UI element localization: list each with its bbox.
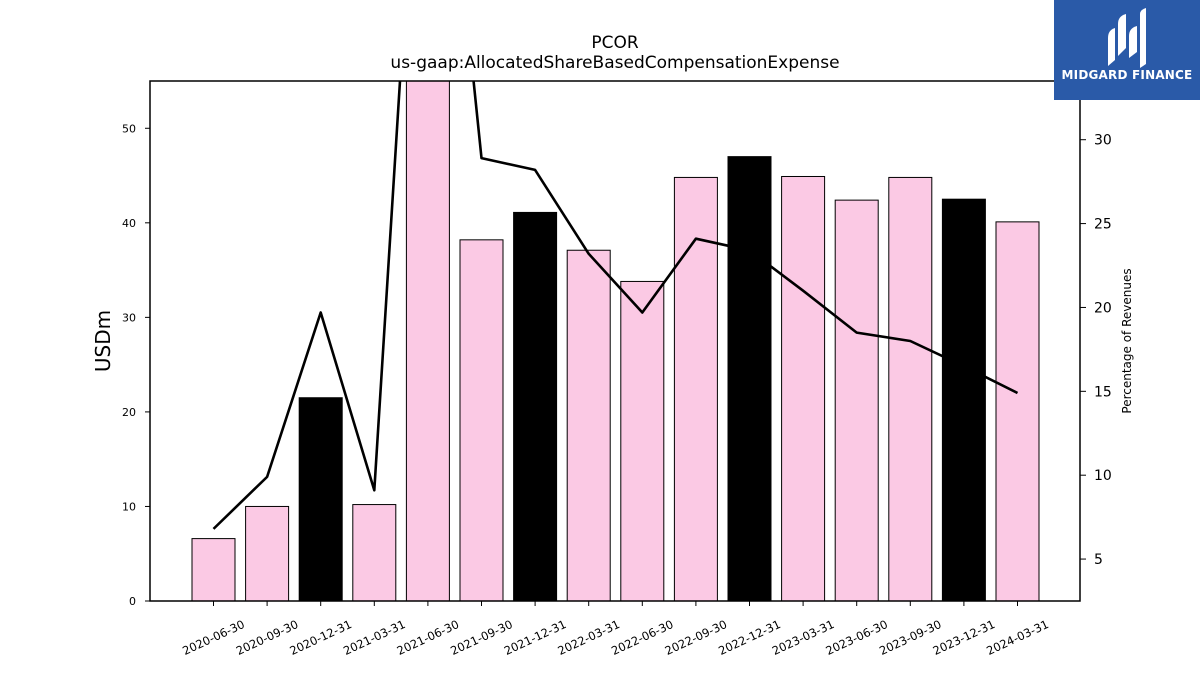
bar [888, 176, 933, 601]
y2-tick-label: 15 [1094, 384, 1112, 400]
y2-tick-label: 5 [1094, 552, 1103, 568]
bar [620, 280, 665, 601]
midgard-logo-icon [1108, 8, 1146, 68]
bar [298, 397, 343, 601]
left-axis: 0 10 20 30 40 50 [122, 122, 150, 608]
chart-title: PCOR [591, 33, 639, 53]
bar [566, 249, 611, 601]
bar [781, 175, 826, 601]
bar [673, 176, 718, 601]
brand-logo: MIDGARD FINANCE [1054, 0, 1200, 100]
y2-tick-label: 25 [1094, 217, 1112, 233]
x-tick-label: 2024-03-31 [984, 617, 1050, 658]
y-tick-label: 0 [129, 595, 136, 608]
bar [941, 198, 986, 601]
y-tick-label: 30 [122, 311, 136, 324]
bar [834, 199, 879, 601]
bar [995, 221, 1040, 601]
bar [191, 538, 236, 601]
y2-axis-label: Percentage of Revenues [1120, 268, 1134, 413]
right-axis: 5 10 15 20 25 30 [1080, 133, 1112, 568]
bar [513, 211, 558, 601]
y2-tick-label: 10 [1094, 468, 1112, 484]
y2-tick-label: 30 [1094, 133, 1112, 149]
y-tick-label: 20 [122, 406, 136, 419]
bar [405, 81, 450, 601]
y-tick-label: 10 [122, 500, 136, 513]
bar [459, 239, 504, 601]
plot-frame [149, 80, 1081, 602]
y-axis-label: USDm [91, 310, 115, 372]
y-tick-label: 40 [122, 217, 136, 230]
bar [727, 156, 772, 601]
bar-series [191, 81, 1040, 601]
line-series-group [212, 81, 1019, 530]
chart-subtitle: us-gaap:AllocatedShareBasedCompensationE… [390, 53, 839, 73]
bar [352, 504, 397, 601]
y-tick-label: 50 [122, 122, 136, 135]
bar [245, 505, 290, 601]
line-series [212, 81, 1019, 530]
brand-name: MIDGARD FINANCE [1061, 68, 1193, 82]
y2-tick-label: 20 [1094, 300, 1112, 316]
x-axis: 2020-06-302020-09-302020-12-312021-03-31… [180, 601, 1051, 658]
